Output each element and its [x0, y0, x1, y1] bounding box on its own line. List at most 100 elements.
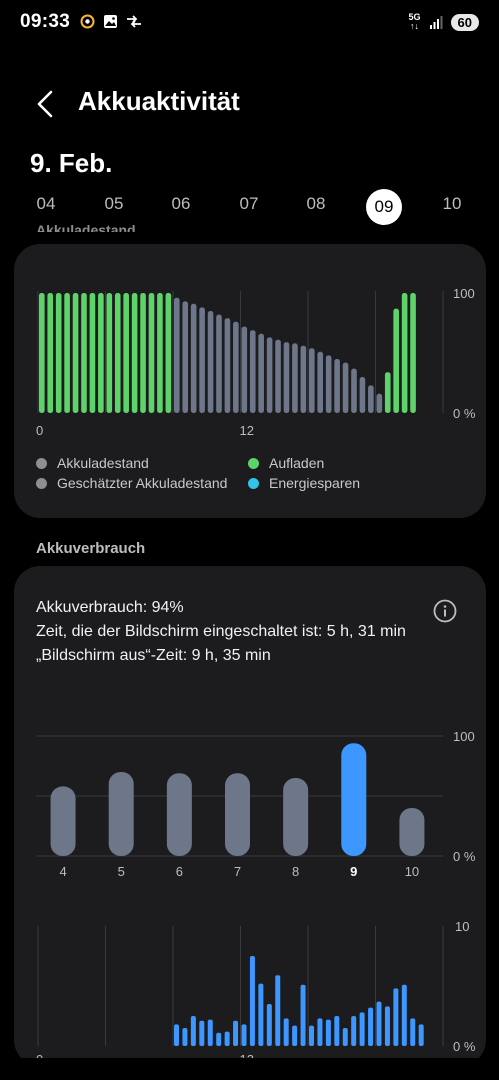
bar: [359, 377, 366, 413]
y-tick-label: 100: [453, 729, 475, 744]
bar: [72, 293, 79, 413]
status-time: 09:33: [20, 11, 71, 32]
day-09-selected[interactable]: 09: [366, 189, 402, 225]
x-tick-label: 4: [59, 864, 66, 879]
y-tick-label: 0 %: [453, 406, 476, 421]
x-tick-label: 6: [176, 864, 183, 879]
bar: [300, 984, 306, 1046]
bar: [368, 1007, 374, 1046]
bar: [199, 1020, 205, 1046]
bar: [249, 330, 256, 413]
bar: [283, 1018, 289, 1046]
bar: [376, 1001, 382, 1046]
page-title: Akkuaktivität: [78, 86, 240, 116]
chevron-left-icon[interactable]: [34, 90, 58, 118]
x-tick-label: 0: [36, 423, 43, 438]
legend-item-power-saving: Energiesparen: [248, 475, 360, 491]
bar: [64, 293, 70, 413]
bar: [384, 1006, 390, 1046]
y-tick-label: 10: [455, 919, 469, 934]
bar: [241, 326, 248, 413]
bar: [174, 1024, 179, 1046]
x-tick-label: 10: [405, 864, 419, 879]
bar: [199, 307, 205, 413]
bar: [114, 293, 121, 413]
battery-level-section-label: Akkuladestand: [36, 222, 136, 232]
screen-on-time: Zeit, die der Bildschirm eingeschaltet i…: [36, 623, 406, 640]
bar-day-10: [399, 808, 425, 856]
usage-summary: Akkuverbrauch: 94% Zeit, die der Bildsch…: [36, 596, 406, 668]
day-07[interactable]: 07: [239, 194, 259, 213]
bar-day-4: [50, 786, 76, 856]
bar: [283, 342, 290, 413]
bar: [376, 393, 383, 413]
bar: [258, 333, 264, 413]
legend-item-charging: Aufladen: [248, 455, 324, 471]
bar-day-5: [108, 772, 134, 856]
bar: [190, 1016, 196, 1046]
bar: [174, 297, 180, 413]
bar: [233, 1020, 239, 1046]
legend-dot: [36, 457, 47, 469]
y-tick-label: 0 %: [453, 1039, 476, 1054]
gear-badge-icon: [80, 14, 95, 29]
bar-day-6: [166, 773, 192, 856]
legend-item-estimated-level: Geschätzter Akkuladestand: [36, 475, 227, 491]
bar: [351, 368, 357, 413]
day-05[interactable]: 05: [104, 194, 124, 213]
bar: [410, 1018, 416, 1046]
usage-percent: Akkuverbrauch: 94%: [36, 599, 184, 616]
day-selector: 04 05 06 07 08 09 10: [20, 186, 490, 230]
bar: [300, 345, 307, 413]
bar: [401, 293, 408, 413]
y-tick-label: 100: [453, 286, 475, 301]
bar: [39, 293, 45, 413]
bar: [216, 1032, 222, 1046]
bar: [131, 293, 138, 413]
selected-date: 9. Feb.: [30, 148, 113, 178]
bar: [359, 1012, 365, 1046]
bar: [266, 1004, 272, 1046]
bar: [275, 339, 281, 413]
legend-dot: [248, 477, 259, 489]
bar: [47, 293, 54, 413]
bar: [317, 351, 324, 413]
bar: [292, 343, 298, 413]
data-transfer-icon: [127, 15, 141, 28]
info-icon[interactable]: [433, 599, 457, 623]
bar: [165, 293, 172, 413]
bar: [98, 293, 104, 413]
screen-off-time: „Bildschirm aus“-Zeit: 9 h, 35 min: [36, 647, 271, 664]
x-tick-label: 8: [292, 864, 299, 879]
bar: [418, 1024, 424, 1046]
bar: [309, 1025, 314, 1046]
day-06[interactable]: 06: [171, 194, 191, 213]
bar: [334, 1016, 340, 1046]
bar: [393, 308, 399, 413]
x-tick-label: 12: [240, 423, 254, 438]
bar: [123, 293, 129, 413]
bar: [182, 301, 189, 413]
bar: [140, 293, 146, 413]
day-08[interactable]: 08: [306, 194, 326, 213]
x-tick-label: 9: [350, 864, 357, 879]
day-10[interactable]: 10: [442, 194, 462, 213]
bar: [207, 311, 214, 413]
legend-item-battery-level: Akkuladestand: [36, 455, 149, 471]
daily-usage-chart[interactable]: 4 5 6 7 8 9 10 100 0 %: [14, 716, 486, 1026]
status-right: 5G ↑↓ 60: [409, 13, 479, 31]
bar: [368, 385, 374, 413]
x-tick-label: 5: [118, 864, 125, 879]
bar: [258, 983, 264, 1046]
bar: [148, 293, 155, 413]
bar-day-7: [225, 773, 250, 856]
bar: [55, 293, 62, 413]
bar: [224, 1031, 230, 1046]
battery-level-card: 0 12 100 0 % Akkuladestand Aufladen Geschät…: [14, 244, 486, 518]
bar: [325, 1019, 331, 1046]
bar: [325, 355, 332, 413]
bar: [384, 372, 391, 413]
day-04[interactable]: 04: [36, 194, 56, 213]
